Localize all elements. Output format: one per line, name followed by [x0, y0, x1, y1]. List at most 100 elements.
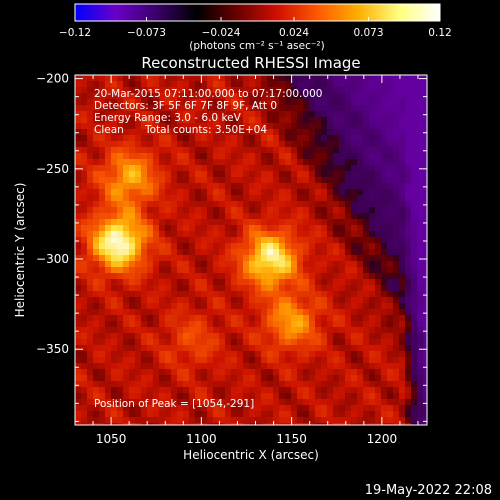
heatmap-cell — [141, 405, 148, 412]
heatmap-cell — [255, 237, 262, 244]
heatmap-cell — [249, 93, 256, 100]
heatmap-cell — [81, 99, 88, 106]
heatmap-cell — [261, 405, 268, 412]
heatmap-cell — [171, 87, 178, 94]
heatmap-cell — [105, 111, 112, 118]
heatmap-cell — [81, 183, 88, 190]
heatmap-cell — [345, 99, 352, 106]
heatmap-cell — [423, 153, 427, 160]
heatmap-cell — [165, 183, 172, 190]
heatmap-cell — [87, 351, 94, 358]
heatmap-cell — [105, 315, 112, 322]
heatmap-cell — [207, 309, 214, 316]
heatmap-cell — [195, 255, 202, 262]
heatmap-cell — [93, 219, 100, 226]
heatmap-cell — [141, 159, 148, 166]
heatmap-cell — [387, 117, 394, 124]
heatmap-cell — [81, 387, 88, 394]
heatmap-cell — [87, 267, 94, 274]
heatmap-cell — [387, 99, 394, 106]
heatmap-cell — [333, 327, 340, 334]
heatmap-cell — [363, 81, 370, 88]
heatmap-cell — [141, 333, 148, 340]
heatmap-cell — [225, 327, 232, 334]
heatmap-cell — [309, 393, 316, 400]
heatmap-cell — [345, 207, 352, 214]
heatmap-cell — [303, 327, 310, 334]
heatmap-cell — [237, 393, 244, 400]
heatmap-cell — [153, 393, 160, 400]
heatmap-cell — [345, 183, 352, 190]
heatmap-cell — [357, 303, 364, 310]
heatmap-cell — [111, 213, 118, 220]
heatmap-cell — [177, 189, 184, 196]
heatmap-cell — [213, 327, 220, 334]
heatmap-cell — [255, 267, 262, 274]
heatmap-cell — [273, 129, 280, 136]
heatmap-cell — [183, 141, 190, 148]
heatmap-cell — [345, 243, 352, 250]
heatmap-cell — [111, 387, 118, 394]
heatmap-cell — [147, 183, 154, 190]
heatmap-cell — [93, 189, 100, 196]
heatmap-cell — [231, 423, 238, 425]
heatmap-cell — [81, 117, 88, 124]
heatmap-cell — [369, 153, 376, 160]
heatmap-cell — [99, 105, 106, 112]
heatmap-cell — [333, 267, 340, 274]
heatmap-cell — [315, 381, 322, 388]
heatmap-cell — [231, 381, 238, 388]
heatmap-cell — [135, 357, 142, 364]
heatmap-cell — [177, 309, 184, 316]
heatmap-cell — [333, 87, 340, 94]
heatmap-cell — [249, 333, 256, 340]
heatmap-cell — [393, 375, 400, 382]
heatmap-cell — [147, 315, 154, 322]
heatmap-cell — [147, 243, 154, 250]
heatmap-cell — [177, 195, 184, 202]
heatmap-cell — [189, 285, 196, 292]
heatmap-cell — [129, 201, 136, 208]
heatmap-cell — [75, 159, 82, 166]
heatmap-cell — [123, 417, 130, 424]
heatmap-cell — [261, 309, 268, 316]
heatmap-cell — [177, 87, 184, 94]
heatmap-cell — [279, 249, 286, 256]
heatmap-cell — [291, 105, 298, 112]
heatmap-cell — [339, 105, 346, 112]
heatmap-cell — [291, 267, 298, 274]
heatmap-cell — [393, 129, 400, 136]
heatmap-cell — [303, 219, 310, 226]
heatmap-cell — [309, 279, 316, 286]
heatmap-cell — [87, 417, 94, 424]
heatmap-cell — [213, 183, 220, 190]
heatmap-cell — [273, 87, 280, 94]
heatmap-cell — [105, 327, 112, 334]
heatmap-cell — [285, 327, 292, 334]
heatmap-cell — [177, 177, 184, 184]
heatmap-cell — [183, 417, 190, 424]
heatmap-cell — [315, 393, 322, 400]
heatmap-cell — [159, 405, 166, 412]
heatmap-cell — [165, 405, 172, 412]
heatmap-cell — [249, 321, 256, 328]
heatmap-cell — [195, 309, 202, 316]
heatmap-cell — [261, 315, 268, 322]
heatmap-cell — [165, 135, 172, 142]
heatmap-cell — [153, 321, 160, 328]
heatmap-cell — [411, 381, 418, 388]
heatmap-cell — [405, 105, 412, 112]
heatmap-cell — [399, 339, 406, 346]
heatmap-cell — [243, 309, 250, 316]
heatmap-cell — [237, 243, 244, 250]
heatmap-cell — [171, 339, 178, 346]
heatmap-cell — [117, 309, 124, 316]
heatmap-cell — [213, 105, 220, 112]
heatmap-cell — [219, 309, 226, 316]
heatmap-cell — [153, 267, 160, 274]
axis-ticks: 1050 1100 1150 1200−200−250−300−350 — [36, 72, 427, 446]
heatmap-cell — [195, 381, 202, 388]
heatmap-cell — [387, 255, 394, 262]
heatmap-cell — [405, 321, 412, 328]
heatmap-cell — [297, 201, 304, 208]
